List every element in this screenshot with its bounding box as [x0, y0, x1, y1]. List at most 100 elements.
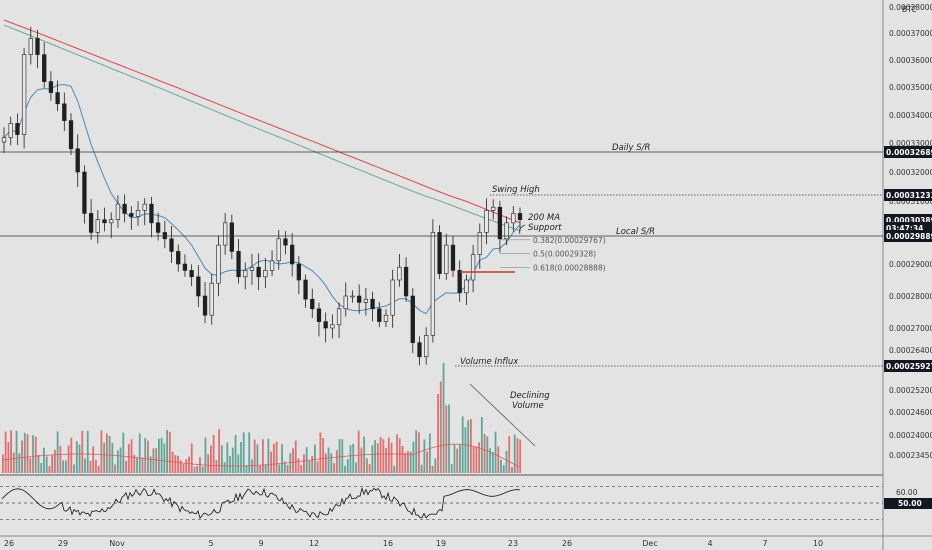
volume-bar	[297, 458, 300, 473]
volume-bar	[43, 447, 45, 473]
volume-bar	[199, 457, 201, 473]
price-tick-label: 0.00038000	[889, 3, 932, 12]
price-badge-label: 0.00025927	[886, 362, 932, 371]
candle-body	[497, 206, 503, 240]
volume-bar	[81, 430, 84, 473]
volume-bar	[335, 450, 338, 473]
candle-body	[256, 266, 261, 278]
volume-bar	[371, 445, 374, 473]
support-arrow	[519, 224, 526, 235]
volume-bar	[34, 436, 37, 473]
volume-bar	[494, 431, 497, 473]
candle-body	[350, 295, 355, 298]
volume-bar	[418, 432, 420, 473]
candle-body	[517, 213, 523, 220]
volume-bar	[344, 465, 346, 473]
volume-bar	[439, 381, 442, 473]
candle-body	[42, 54, 47, 82]
fib-label: 0.5(0.00029328)	[533, 250, 596, 259]
volume-bar	[472, 446, 475, 473]
candle-body	[484, 210, 489, 233]
candle-body	[189, 270, 194, 278]
volume-bar	[385, 448, 387, 473]
volume-bar	[226, 442, 229, 473]
candle-body	[417, 342, 422, 358]
price-badge-label: 0.00032689	[886, 148, 932, 157]
price-badge-label: 0.00031233	[886, 191, 932, 200]
volume-bar	[59, 445, 62, 473]
volume-bar	[144, 438, 147, 473]
volume-bar	[253, 439, 256, 473]
candle-body	[450, 244, 456, 271]
volume-bar	[464, 427, 467, 473]
volume-bar	[95, 459, 97, 473]
volume-bar	[70, 437, 73, 473]
volume-bar	[56, 431, 59, 473]
candle-body	[155, 222, 161, 233]
time-axis[interactable]: 26 29 Nov 5 9 12 16 19 23 26 Dec 4 7 10	[4, 539, 823, 548]
candle-body	[95, 219, 100, 233]
price-badge-label: 0.00030389	[886, 216, 932, 225]
volume-bar	[322, 438, 325, 473]
volume-bar	[374, 440, 377, 473]
volume-bar	[379, 436, 382, 473]
volume-influx-label: Volume Influx	[460, 357, 519, 367]
volume-bar	[305, 447, 308, 473]
volume-bar	[73, 464, 75, 473]
volume-bar	[10, 430, 13, 473]
volume-bar	[218, 429, 221, 473]
candle-body	[68, 120, 74, 150]
volume-bar	[92, 446, 95, 473]
sr-levels	[0, 151, 883, 367]
volume-bar	[404, 452, 407, 473]
candle-body	[424, 335, 429, 358]
volume-bar	[210, 445, 212, 473]
time-tick-label: 5	[208, 539, 213, 548]
volume-bar	[489, 448, 491, 473]
volume-bar	[106, 433, 108, 473]
volume-bar	[505, 450, 508, 473]
candle-body	[390, 279, 395, 316]
volume-bar	[415, 430, 418, 473]
candle-body	[21, 54, 27, 135]
volume-bar	[316, 461, 319, 473]
fib-label: 0.618(0.00028888)	[533, 264, 606, 273]
candle-body	[336, 308, 342, 326]
volume-bar	[114, 464, 117, 473]
price-tick-label: 0.00036000	[889, 56, 932, 65]
volume-bar	[516, 438, 519, 473]
volume-bar	[103, 442, 106, 473]
price-tick-label: 0.00033000	[889, 139, 932, 148]
volume-bar	[32, 435, 34, 473]
volume-bar	[450, 464, 453, 473]
daily-sr-label: Daily S/R	[612, 143, 650, 153]
volume-bar	[185, 459, 188, 473]
volume-bar	[355, 462, 357, 473]
time-tick-label: 9	[258, 539, 263, 548]
candle-body	[343, 295, 348, 310]
candle-body	[363, 298, 369, 303]
volume-bar	[338, 439, 341, 473]
candle-body	[243, 270, 248, 278]
volume-bar	[78, 444, 81, 473]
candle-body	[263, 270, 268, 278]
volume-bar	[147, 440, 149, 473]
volume-bar	[308, 460, 311, 473]
volume-bar	[303, 454, 305, 473]
volume-bars	[1, 363, 522, 473]
volume-bar	[223, 462, 226, 473]
volume-bar	[166, 429, 169, 473]
volume-bar	[130, 439, 133, 473]
volume-bar	[272, 443, 275, 473]
candlesticks	[1, 26, 523, 366]
volume-bar	[453, 444, 456, 473]
price-tick-label: 0.00024000	[889, 431, 932, 440]
volume-bar	[86, 430, 89, 473]
candle-body	[142, 203, 147, 211]
volume-bar	[398, 438, 401, 473]
candle-body	[491, 206, 496, 211]
volume-bar	[141, 457, 144, 473]
rsi-tick-label: 60.00	[896, 488, 918, 497]
